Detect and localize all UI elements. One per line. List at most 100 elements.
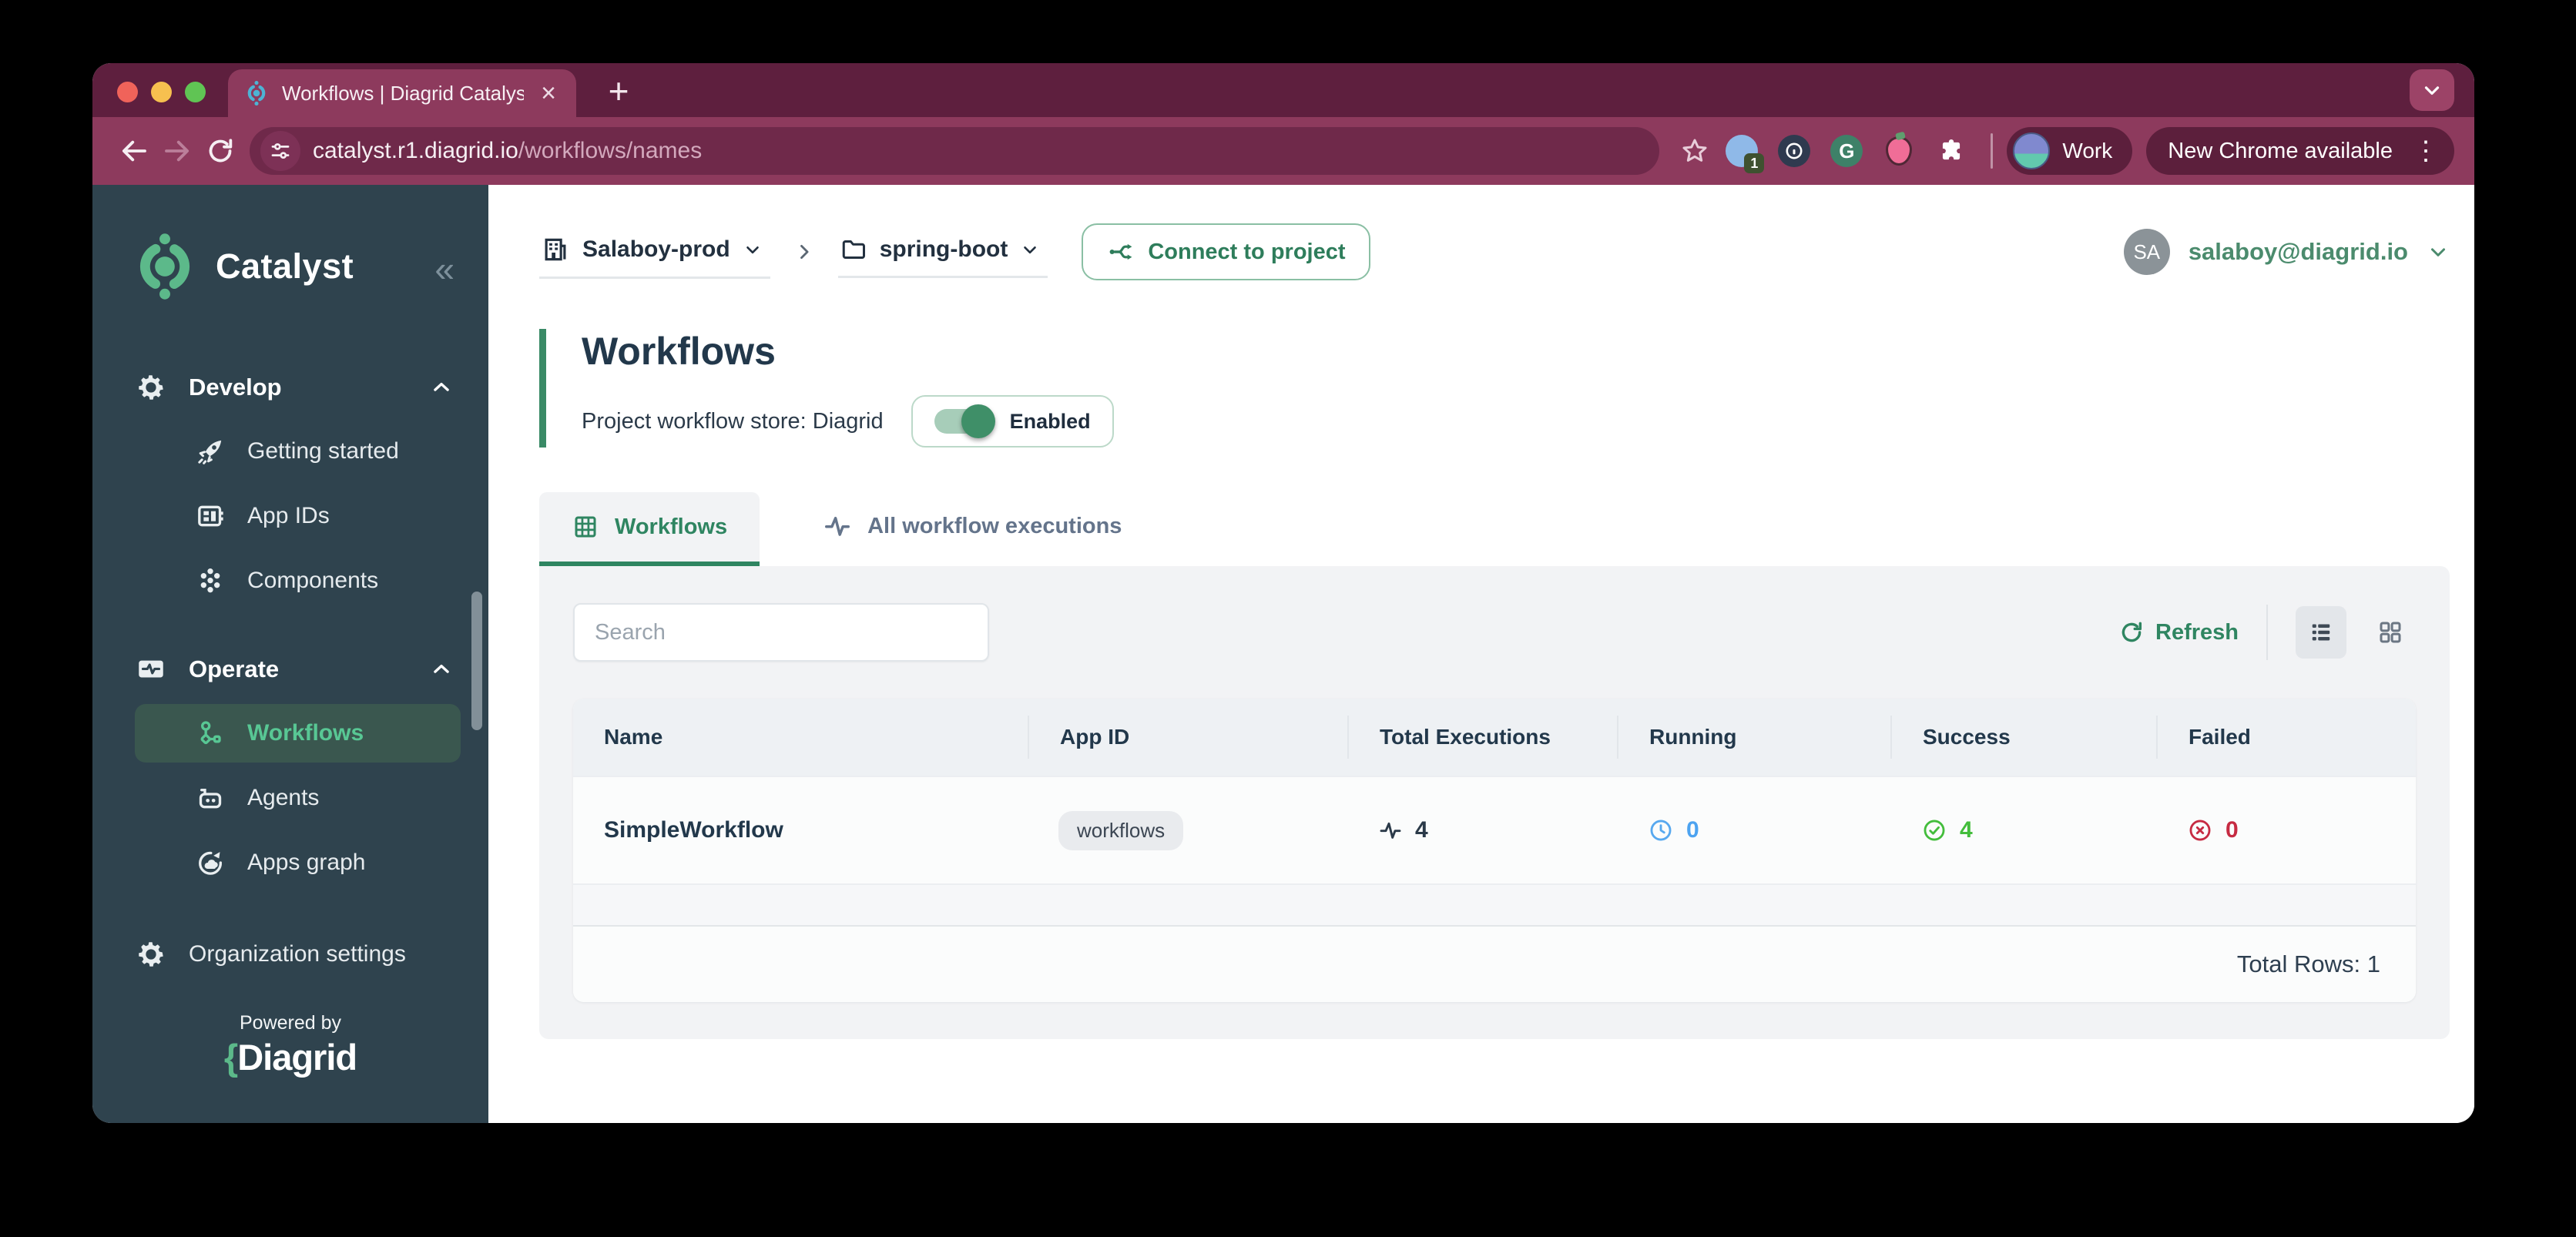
monitor-pulse-icon — [139, 660, 163, 678]
total-executions-metric: 4 — [1378, 817, 1428, 843]
column-header-app-id[interactable]: App ID — [1028, 716, 1347, 759]
table-row[interactable]: SimpleWorkflow workflows 4 — [573, 776, 2416, 883]
app-id-badge: workflows — [1058, 810, 1184, 850]
running-metric: 0 — [1648, 817, 1699, 843]
grid-view-button[interactable] — [2365, 606, 2416, 659]
extensions-puzzle-icon[interactable] — [1934, 133, 1969, 169]
sidebar-section-operate[interactable]: Operate — [135, 641, 461, 698]
apps-graph-icon — [199, 851, 223, 875]
tab-close-icon[interactable]: × — [541, 79, 556, 108]
connect-branch-icon — [1109, 243, 1132, 260]
column-header-name[interactable]: Name — [604, 725, 663, 749]
bookmark-button[interactable] — [1673, 129, 1716, 173]
robot-icon — [199, 789, 222, 809]
sidebar-item-agents[interactable]: Agents — [135, 769, 461, 827]
sidebar-item-app-ids[interactable]: App IDs — [135, 487, 461, 545]
catalyst-logo-icon — [139, 233, 190, 300]
chrome-update-button[interactable]: New Chrome available ⋮ — [2146, 127, 2454, 175]
sidebar-section-develop[interactable]: Develop — [135, 359, 461, 416]
account-email: salaboy@diagrid.io — [2188, 238, 2408, 265]
close-window-button[interactable] — [117, 82, 138, 102]
failed-metric: 0 — [2187, 817, 2239, 843]
diagrid-logo: {Diagrid — [92, 1036, 488, 1078]
org-dropdown[interactable]: Salaboy-prod — [539, 226, 770, 279]
table-empty-row — [573, 883, 2416, 925]
account-menu[interactable]: SA salaboy@diagrid.io — [2123, 229, 2450, 275]
new-tab-button[interactable]: + — [608, 71, 629, 111]
success-metric: 4 — [1921, 817, 1973, 843]
browser-menu-icon[interactable]: ⋮ — [2413, 136, 2439, 166]
forward-button[interactable] — [156, 129, 199, 173]
sidebar-item-label: Agents — [247, 785, 320, 810]
sidebar-item-workflows[interactable]: Workflows — [135, 704, 461, 763]
tab-all-workflow-executions[interactable]: All workflow executions — [790, 491, 1154, 566]
grid-view-icon — [2380, 622, 2401, 643]
chevron-down-icon — [2424, 86, 2440, 95]
brand-name: Catalyst — [216, 246, 354, 286]
connect-label: Connect to project — [1148, 239, 1346, 264]
list-view-button[interactable] — [2296, 606, 2346, 659]
right-controls: Refresh — [2118, 605, 2416, 660]
zoom-window-button[interactable] — [185, 82, 206, 102]
connect-to-project-button[interactable]: Connect to project — [1082, 223, 1370, 280]
tab-search-button[interactable] — [2410, 69, 2454, 111]
chevron-down-icon — [2431, 248, 2445, 256]
extension-octopus-icon[interactable]: 1 — [1724, 133, 1765, 173]
workflows-table: Name App ID Total Executions Running Suc… — [573, 699, 2416, 1002]
column-header-total-executions[interactable]: Total Executions — [1347, 716, 1617, 759]
success-value: 4 — [1960, 817, 1973, 843]
site-settings-icon[interactable] — [260, 131, 300, 171]
toggle-knob — [961, 404, 995, 438]
clock-icon — [1650, 820, 1672, 841]
diagrid-name: Diagrid — [237, 1037, 357, 1078]
column-header-success[interactable]: Success — [1890, 716, 2156, 759]
reload-button[interactable] — [199, 129, 242, 173]
check-circle-icon — [1924, 820, 1945, 841]
sidebar-item-organization-settings[interactable]: Organization settings — [135, 926, 461, 983]
sidebar-scrollbar[interactable] — [471, 592, 482, 730]
activity-pulse-icon — [825, 516, 850, 536]
extension-badge: 1 — [1744, 153, 1765, 173]
sidebar-collapse-icon[interactable]: « — [434, 249, 454, 289]
section-label: Operate — [189, 655, 280, 682]
gear-icon — [139, 375, 163, 400]
app-ids-icon — [198, 505, 223, 527]
minimize-window-button[interactable] — [151, 82, 172, 102]
sidebar-item-apps-graph[interactable]: Apps graph — [135, 833, 461, 892]
sidebar-item-getting-started[interactable]: Getting started — [135, 422, 461, 481]
sidebar-item-components[interactable]: Components — [135, 551, 461, 610]
refresh-label: Refresh — [2155, 619, 2239, 645]
activity-pulse-icon — [1380, 822, 1401, 839]
breadcrumb: Salaboy-prod spring-boot Connect to proj… — [539, 219, 2450, 285]
column-header-running[interactable]: Running — [1617, 716, 1890, 759]
refresh-button[interactable]: Refresh — [2118, 619, 2239, 645]
tab-workflows[interactable]: Workflows — [539, 492, 760, 566]
workflow-store-label: Project workflow store: Diagrid — [582, 408, 884, 434]
controls-divider — [2266, 605, 2268, 660]
gear-icon — [139, 942, 163, 967]
extension-password-manager-icon[interactable] — [1776, 133, 1812, 169]
tab-label: All workflow executions — [867, 513, 1122, 538]
folder-icon — [842, 240, 865, 259]
view-tabs: Workflows All workflow executions — [539, 491, 2450, 566]
workflow-name[interactable]: SimpleWorkflow — [604, 817, 783, 843]
star-icon — [1682, 139, 1707, 162]
column-header-failed[interactable]: Failed — [2156, 716, 2416, 759]
address-bar[interactable]: catalyst.r1.diagrid.io/workflows/names — [250, 127, 1660, 175]
toolbar-divider — [1991, 133, 1994, 169]
extension-strawberry-icon[interactable] — [1881, 133, 1917, 169]
page-title: Workflows — [582, 330, 776, 373]
back-button[interactable] — [112, 129, 156, 173]
refresh-icon — [2122, 622, 2142, 642]
profile-button[interactable]: Work — [2007, 127, 2133, 175]
sidebar-item-label: Components — [247, 568, 379, 593]
browser-tab[interactable]: Workflows | Diagrid Catalyst × — [228, 69, 576, 117]
sidebar-item-label: Apps graph — [247, 850, 366, 875]
search-input[interactable] — [573, 603, 989, 662]
store-toggle[interactable] — [934, 404, 995, 438]
toggle-label: Enabled — [1009, 409, 1091, 433]
url-host: catalyst.r1.diagrid.io — [313, 138, 518, 163]
sidebar: Catalyst « Develop Getting started — [92, 185, 488, 1123]
project-dropdown[interactable]: spring-boot — [837, 226, 1048, 278]
extension-grammarly-icon[interactable]: G — [1829, 133, 1864, 169]
